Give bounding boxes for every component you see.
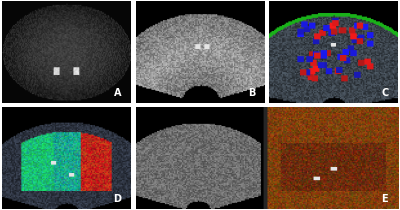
Text: A: A [114, 88, 122, 98]
Text: C: C [382, 88, 389, 98]
Text: B: B [248, 88, 255, 98]
Text: D: D [114, 194, 122, 204]
Text: E: E [381, 194, 388, 204]
